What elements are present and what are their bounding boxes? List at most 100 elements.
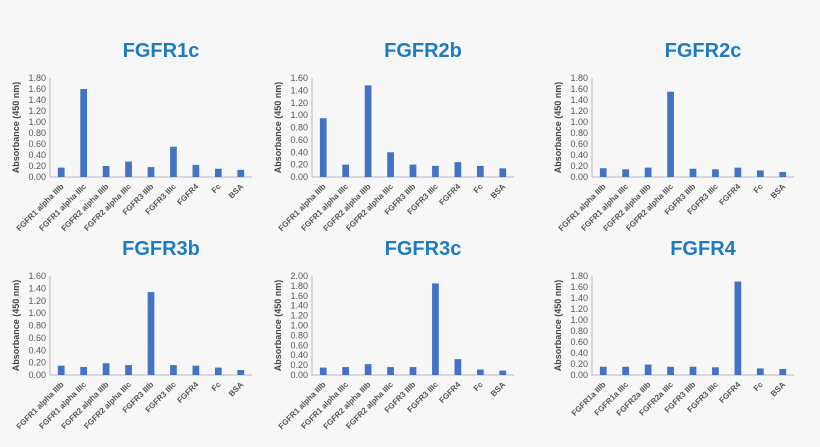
chart-panel-fgfr4: FGFR4 Absorbance (450 nm) 0.00 0.20 0.40 0.60… xyxy=(542,228,804,424)
y-tick-label: 1.60 xyxy=(28,271,46,281)
bar xyxy=(499,370,507,375)
bar xyxy=(409,367,417,375)
y-tick-label: 0.20 xyxy=(290,360,308,370)
y-tick-label: 0.00 xyxy=(570,370,588,380)
y-tick-label: 1.40 xyxy=(570,293,588,303)
y-tick-label: 1.20 xyxy=(28,106,46,116)
chart-panel-fgfr3c: FGFR3c Absorbance (450 nm) 0.00 0.20 0.40 0.6… xyxy=(262,228,524,431)
bar xyxy=(409,164,417,177)
bar xyxy=(80,366,88,375)
y-tick-label: 1.00 xyxy=(290,110,308,120)
bar xyxy=(689,168,697,177)
y-tick-label: 0.40 xyxy=(28,150,46,160)
y-tick-label: 1.60 xyxy=(290,291,308,301)
y-tick-label: 1.60 xyxy=(290,73,308,83)
y-tick-label: 1.60 xyxy=(28,84,46,94)
chart-panel-fgfr3b: FGFR3b Absorbance (450 nm) 0.00 0.20 0.40 0.6… xyxy=(0,228,262,431)
x-category-label: Fc xyxy=(752,380,765,393)
y-tick-label: 0.60 xyxy=(570,337,588,347)
bar xyxy=(454,359,462,375)
y-tick-label: 0.60 xyxy=(28,139,46,149)
chart-svg: FGFR3c Absorbance (450 nm) 0.000.200.400.6… xyxy=(273,238,514,431)
x-category-label: BSA xyxy=(227,380,245,398)
y-tick-label: 1.20 xyxy=(290,311,308,321)
bar xyxy=(57,167,65,177)
y-tick-label: 0.00 xyxy=(290,172,308,182)
y-tick-label: 1.00 xyxy=(290,321,308,331)
y-axis-label: Absorbance (450 nm) xyxy=(273,280,283,372)
bar xyxy=(80,89,88,177)
chart-title: FGFR1c xyxy=(123,40,200,62)
x-category-label: FGFR4 xyxy=(175,380,200,405)
bar xyxy=(214,367,222,375)
x-category-label: Fc xyxy=(210,380,223,393)
y-tick-label: 1.60 xyxy=(570,282,588,292)
chart-svg: FGFR3b Absorbance (450 nm) 0.00 0.20 0.40 0.6… xyxy=(11,238,252,431)
y-tick-label: 0.00 xyxy=(570,172,588,182)
y-axis-label: Absorbance (450 nm) xyxy=(553,82,563,174)
y-tick-label: 1.00 xyxy=(570,315,588,325)
y-axis-label: Absorbance (450 nm) xyxy=(553,280,563,372)
chart-title: FGFR3b xyxy=(122,238,200,260)
bar xyxy=(237,370,245,375)
bar xyxy=(712,367,719,375)
x-category-label: Fc xyxy=(472,380,485,393)
chart-panel-fgfr2b: FGFR2b Absorbance (450 nm) 0.00 0.20 0.40 0.6… xyxy=(262,30,524,233)
y-tick-label: 0.80 xyxy=(290,123,308,133)
y-tick-label: 0.00 xyxy=(290,370,308,380)
y-tick-label: 1.80 xyxy=(570,73,588,83)
bar xyxy=(237,169,245,177)
bar xyxy=(342,367,350,375)
bar xyxy=(364,364,372,375)
y-tick-label: 1.60 xyxy=(570,84,588,94)
x-category-label: Fc xyxy=(752,182,765,195)
bar xyxy=(387,367,394,375)
bar xyxy=(779,368,787,375)
y-tick-label: 1.20 xyxy=(28,296,46,306)
x-category-label: BSA xyxy=(227,182,245,200)
y-tick-label: 1.40 xyxy=(290,85,308,95)
bar xyxy=(342,164,350,177)
y-tick-label: 0.40 xyxy=(570,348,588,358)
x-category-label: BSA xyxy=(489,182,507,200)
y-tick-label: 0.20 xyxy=(28,358,46,368)
chart-title: FGFR2c xyxy=(665,40,742,62)
y-tick-label: 0.80 xyxy=(28,128,46,138)
y-tick-label: 2.00 xyxy=(290,271,308,281)
chart-svg: FGFR2b Absorbance (450 nm) 0.00 0.20 0.40 0.6… xyxy=(273,40,514,233)
y-tick-label: 1.20 xyxy=(570,106,588,116)
bar xyxy=(734,281,742,375)
y-tick-label: 1.40 xyxy=(570,95,588,105)
bar xyxy=(689,366,697,375)
bar xyxy=(147,167,155,177)
bar xyxy=(192,164,200,177)
x-category-label: FGFR4 xyxy=(717,182,742,207)
bar xyxy=(102,166,110,177)
bar xyxy=(319,118,327,177)
chart-svg: FGFR2c Absorbance (450 nm) 0.000.200.400.6… xyxy=(553,40,794,233)
chart-panel-fgfr2c: FGFR2c Absorbance (450 nm) 0.00 0.20 0.40 0.6… xyxy=(542,30,804,233)
bar xyxy=(432,283,439,375)
bar xyxy=(125,161,132,177)
bar xyxy=(734,167,742,177)
y-tick-label: 0.60 xyxy=(290,340,308,350)
bar xyxy=(170,146,177,177)
x-category-label: FGFR4 xyxy=(437,182,462,207)
bar xyxy=(644,167,652,177)
chart-svg: FGFR1c Absorbance (450 nm) 0.000.200.400.6… xyxy=(11,40,252,233)
bar xyxy=(432,165,439,177)
y-tick-label: 1.80 xyxy=(570,271,588,281)
bar xyxy=(170,365,177,375)
y-tick-label: 0.20 xyxy=(570,359,588,369)
x-category-label: BSA xyxy=(769,380,787,398)
bar xyxy=(102,363,110,375)
bar xyxy=(779,172,787,177)
y-tick-label: 1.80 xyxy=(290,281,308,291)
y-tick-label: 0.60 xyxy=(570,139,588,149)
bar xyxy=(125,365,132,375)
y-tick-label: 1.00 xyxy=(28,308,46,318)
y-tick-label: 1.00 xyxy=(28,117,46,127)
x-category-label: FGFR4 xyxy=(437,380,462,405)
y-axis-label: Absorbance (450 nm) xyxy=(11,82,21,174)
y-tick-label: 1.40 xyxy=(28,283,46,293)
